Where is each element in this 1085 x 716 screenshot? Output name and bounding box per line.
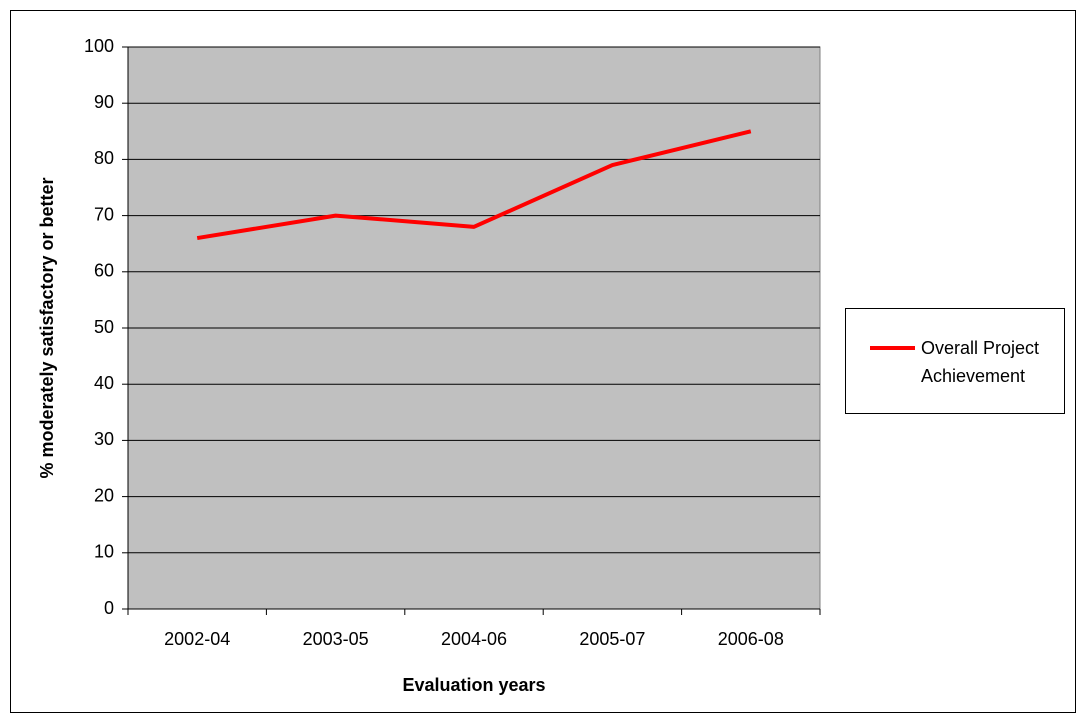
y-tick-label: 20 — [94, 485, 114, 505]
y-axis-title: % moderately satisfactory or better — [37, 177, 57, 478]
x-tick-label: 2004-06 — [441, 629, 507, 649]
y-tick-label: 30 — [94, 429, 114, 449]
legend-label: Overall Project Achievement — [921, 338, 1040, 386]
y-tick-label: 10 — [94, 542, 114, 562]
y-tick-label: 40 — [94, 373, 114, 393]
y-tick-label: 100 — [84, 36, 114, 56]
y-tick-label: 60 — [94, 261, 114, 281]
x-tick-label: 2006-08 — [718, 629, 784, 649]
y-tick-label: 0 — [104, 598, 114, 618]
y-tick-label: 90 — [94, 92, 114, 112]
legend-label-box: Overall Project Achievement — [921, 338, 1040, 386]
data-line — [196, 129, 752, 241]
x-axis-title: Evaluation years — [402, 675, 545, 695]
y-tick-label: 50 — [94, 317, 114, 337]
y-tick-label: 80 — [94, 148, 114, 168]
legend-box — [845, 308, 1065, 414]
x-tick-label: 2002-04 — [164, 629, 230, 649]
x-tick-label: 2005-07 — [579, 629, 645, 649]
y-tick-label: 70 — [94, 204, 114, 224]
x-tick-label: 2003-05 — [303, 629, 369, 649]
